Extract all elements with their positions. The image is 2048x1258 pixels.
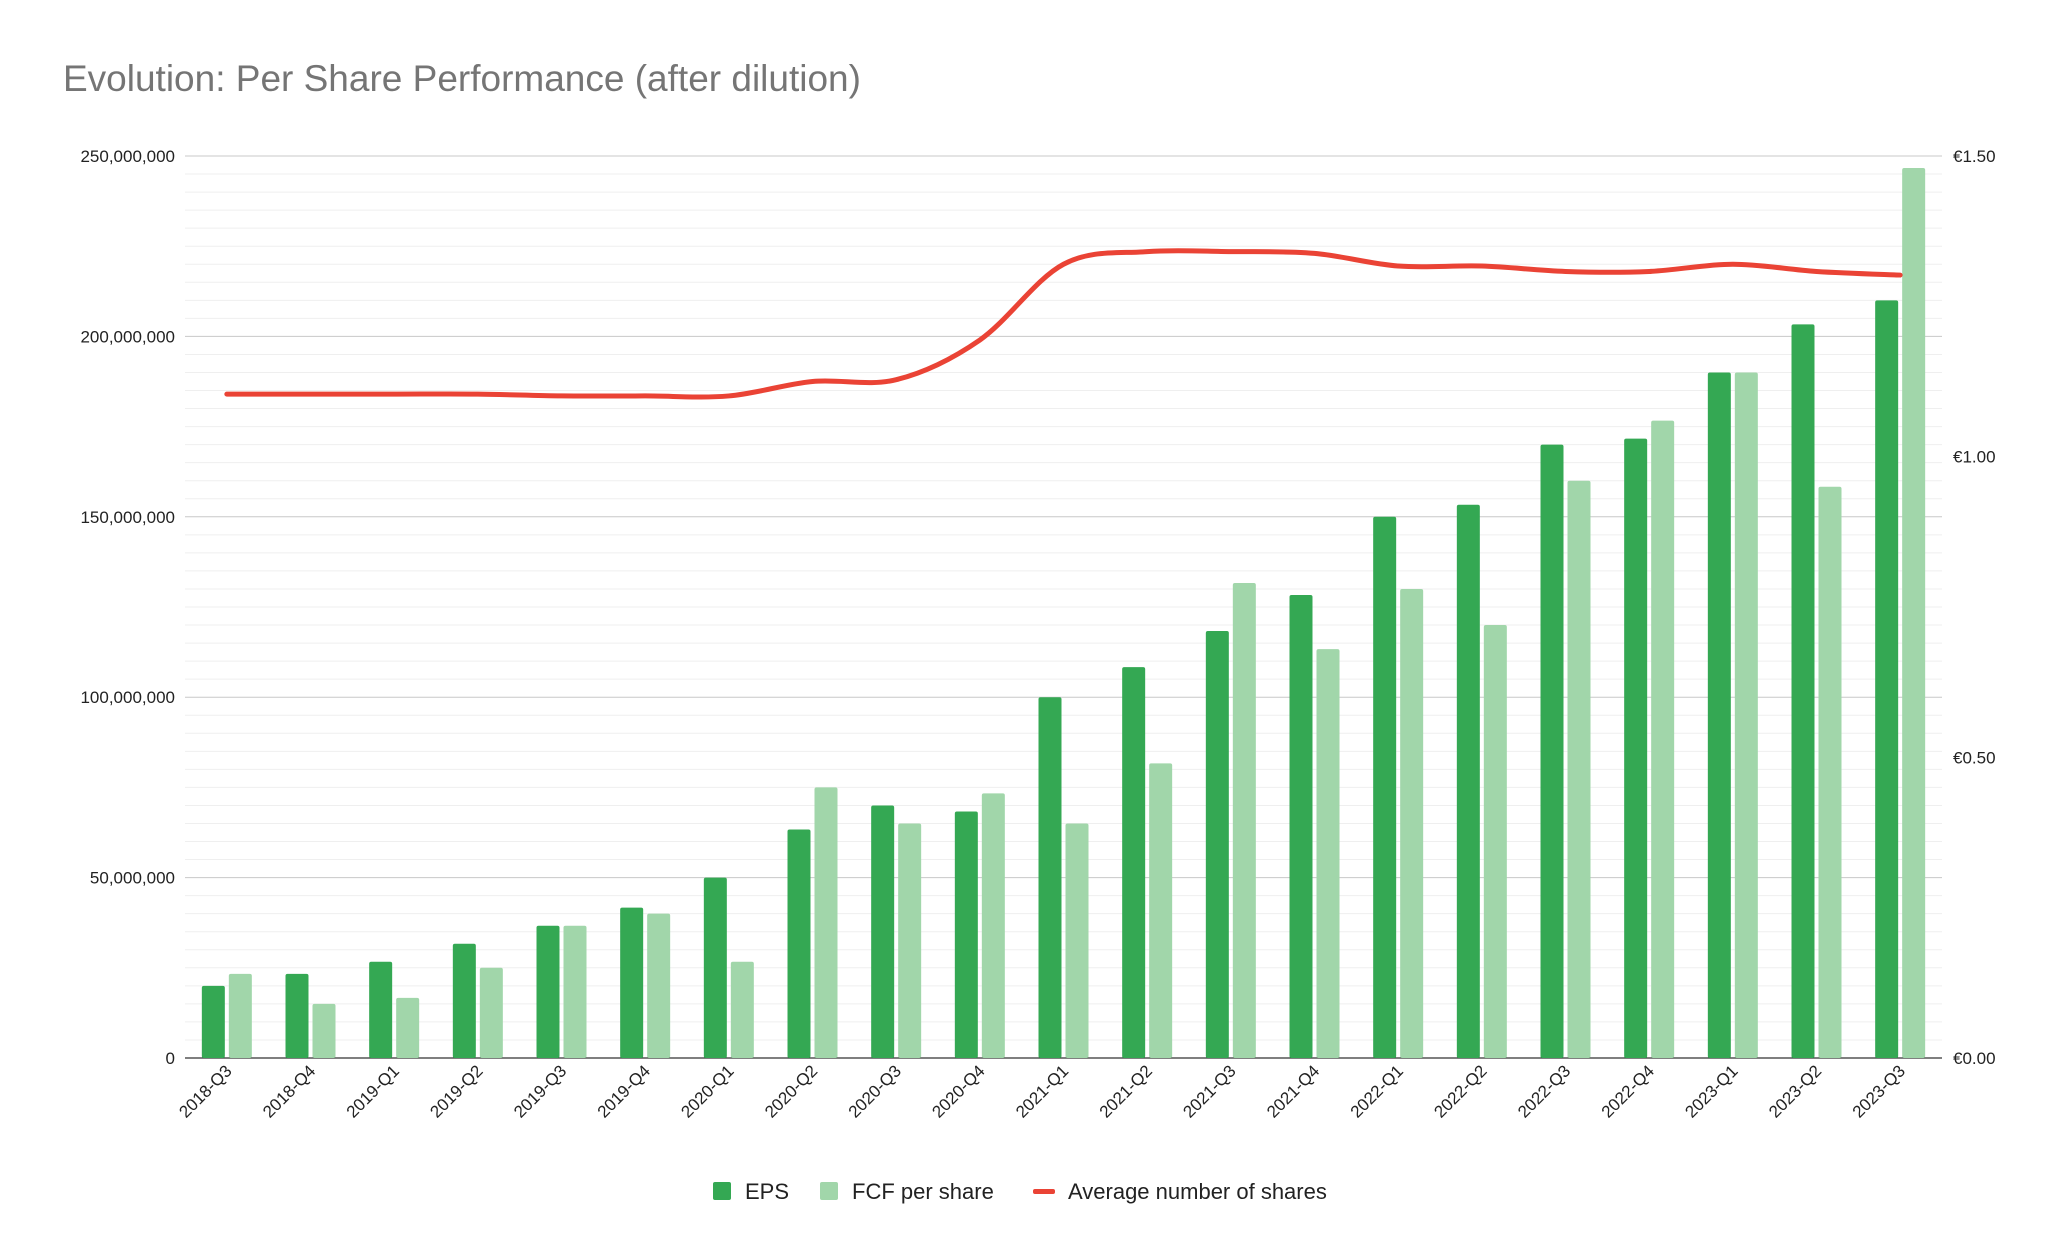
fcf-bar bbox=[1065, 823, 1089, 1058]
eps-bar bbox=[871, 805, 895, 1058]
eps-bar bbox=[1875, 300, 1899, 1058]
x-tick-label: 2020-Q1 bbox=[677, 1061, 737, 1121]
legend-swatch-shares bbox=[1033, 1189, 1055, 1194]
y-left-tick-label: 200,000,000 bbox=[80, 327, 175, 346]
eps-bar bbox=[1122, 667, 1146, 1058]
x-tick-label: 2019-Q1 bbox=[343, 1061, 403, 1121]
x-tick-label: 2023-Q1 bbox=[1681, 1061, 1741, 1121]
x-tick-label: 2020-Q2 bbox=[761, 1061, 821, 1121]
eps-bar bbox=[1456, 504, 1480, 1059]
legend-swatch-eps bbox=[713, 1182, 731, 1200]
fcf-bar bbox=[1149, 763, 1173, 1058]
fcf-bar bbox=[1567, 480, 1591, 1059]
fcf-bar bbox=[479, 967, 503, 1058]
x-tick-label: 2018-Q3 bbox=[175, 1061, 235, 1121]
x-tick-label: 2018-Q4 bbox=[259, 1061, 319, 1121]
fcf-bar bbox=[396, 997, 420, 1058]
eps-bar bbox=[452, 943, 476, 1058]
eps-bar bbox=[536, 925, 560, 1058]
fcf-bar bbox=[312, 1003, 336, 1058]
x-tick-label: 2021-Q3 bbox=[1179, 1061, 1239, 1121]
eps-bar bbox=[1373, 516, 1397, 1058]
chart-title: Evolution: Per Share Performance (after … bbox=[63, 58, 861, 99]
x-tick-label: 2019-Q2 bbox=[426, 1061, 486, 1121]
legend-swatch-fcf bbox=[820, 1182, 838, 1200]
fcf-bar bbox=[1734, 372, 1758, 1059]
fcf-bar bbox=[647, 913, 671, 1058]
x-tick-label: 2022-Q1 bbox=[1347, 1061, 1407, 1121]
eps-bar bbox=[201, 985, 225, 1058]
eps-bar bbox=[1540, 444, 1564, 1058]
legend-label-eps: EPS bbox=[745, 1179, 789, 1204]
fcf-bar bbox=[1400, 588, 1424, 1058]
y-right-tick-label: €0.50 bbox=[1953, 748, 1996, 767]
eps-bar bbox=[620, 907, 644, 1058]
fcf-bar bbox=[1818, 486, 1842, 1058]
x-tick-label: 2022-Q2 bbox=[1430, 1061, 1490, 1121]
fcf-bar bbox=[1651, 420, 1675, 1058]
eps-bar bbox=[1707, 372, 1731, 1059]
y-left-tick-label: 50,000,000 bbox=[90, 869, 175, 888]
y-left-tick-label: 250,000,000 bbox=[80, 147, 175, 166]
x-tick-label: 2023-Q3 bbox=[1849, 1061, 1909, 1121]
eps-bar bbox=[1791, 324, 1815, 1059]
fcf-bar bbox=[228, 973, 252, 1058]
eps-bar bbox=[703, 877, 727, 1058]
fcf-bar bbox=[981, 793, 1005, 1058]
eps-bar bbox=[787, 829, 811, 1058]
x-tick-label: 2020-Q3 bbox=[845, 1061, 905, 1121]
eps-bar bbox=[1624, 438, 1648, 1058]
y-right-tick-label: €0.00 bbox=[1953, 1049, 1996, 1068]
x-tick-label: 2020-Q4 bbox=[928, 1061, 988, 1121]
fcf-bar bbox=[563, 925, 587, 1058]
eps-bar bbox=[954, 811, 978, 1058]
fcf-bar bbox=[1232, 582, 1256, 1058]
legend-label-shares: Average number of shares bbox=[1068, 1179, 1327, 1204]
fcf-bar bbox=[1902, 168, 1926, 1058]
shares-line bbox=[224, 248, 1903, 400]
fcf-bar bbox=[1483, 625, 1507, 1058]
fcf-bar bbox=[730, 961, 754, 1058]
eps-bar bbox=[1205, 631, 1229, 1058]
eps-bar bbox=[369, 961, 393, 1058]
y-left-tick-label: 150,000,000 bbox=[80, 508, 175, 527]
x-tick-label: 2023-Q2 bbox=[1765, 1061, 1825, 1121]
x-tick-label: 2022-Q4 bbox=[1598, 1061, 1658, 1121]
x-tick-label: 2022-Q3 bbox=[1514, 1061, 1574, 1121]
fcf-bar bbox=[898, 823, 922, 1058]
x-tick-label: 2021-Q2 bbox=[1096, 1061, 1156, 1121]
y-right-tick-label: €1.00 bbox=[1953, 448, 1996, 467]
x-tick-label: 2021-Q4 bbox=[1263, 1061, 1323, 1121]
x-tick-label: 2019-Q3 bbox=[510, 1061, 570, 1121]
y-left-tick-label: 0 bbox=[166, 1049, 175, 1068]
fcf-bar bbox=[1316, 649, 1340, 1058]
eps-bar bbox=[285, 973, 309, 1058]
eps-bar bbox=[1038, 697, 1062, 1058]
x-tick-label: 2019-Q4 bbox=[594, 1061, 654, 1121]
legend-label-fcf: FCF per share bbox=[852, 1179, 994, 1204]
fcf-bar bbox=[814, 787, 838, 1058]
eps-bar bbox=[1289, 594, 1313, 1058]
y-left-tick-label: 100,000,000 bbox=[80, 688, 175, 707]
y-right-tick-label: €1.50 bbox=[1953, 147, 1996, 166]
x-tick-label: 2021-Q1 bbox=[1012, 1061, 1072, 1121]
